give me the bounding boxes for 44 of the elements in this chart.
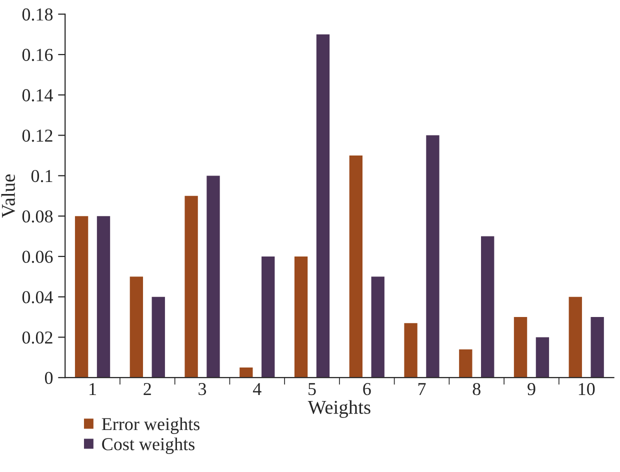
legend-label: Error weights <box>102 418 200 434</box>
bar <box>590 317 604 378</box>
x-tick-label: 2 <box>144 383 151 395</box>
bar <box>262 256 275 378</box>
y-tick-label: 0.04 <box>22 291 54 304</box>
bar <box>96 216 110 378</box>
bar <box>74 216 88 378</box>
y-tick-label: 0 <box>44 372 53 384</box>
y-tick-label: 0.18 <box>22 8 53 21</box>
y-tick-label: 0.06 <box>22 250 53 263</box>
x-tick-label: 10 <box>578 382 595 396</box>
x-tick-label: 9 <box>528 383 536 396</box>
bar <box>481 236 494 378</box>
y-axis-title: Value <box>1 174 16 218</box>
y-tick-label: 0.1 <box>31 170 52 182</box>
x-axis-title: Weights <box>308 400 370 418</box>
bar <box>568 296 582 378</box>
y-tick-label: 0.02 <box>22 331 52 344</box>
y-tick-label: 0.16 <box>22 48 53 62</box>
bar <box>152 296 165 378</box>
bar <box>514 317 528 378</box>
bar <box>206 176 220 378</box>
x-tick-label: 4 <box>252 383 262 395</box>
legend-label: Cost weights <box>102 438 194 454</box>
x-tick-label: 8 <box>472 382 480 396</box>
bar <box>349 156 362 378</box>
bar <box>316 34 330 378</box>
x-tick-label: 7 <box>418 383 426 395</box>
x-tick-label: 5 <box>308 383 316 396</box>
x-tick-label: 6 <box>363 383 371 396</box>
x-tick-label: 3 <box>198 383 206 396</box>
bar <box>130 276 144 378</box>
bar <box>371 276 384 378</box>
y-tick-label: 0.14 <box>22 89 54 102</box>
y-tick-label: 0.12 <box>22 130 52 142</box>
bar <box>240 368 253 378</box>
bar <box>426 135 440 378</box>
bar <box>459 349 472 378</box>
bar <box>536 337 550 378</box>
y-tick-label: 0.08 <box>22 210 53 223</box>
x-tick-label: 1 <box>90 383 96 395</box>
bar <box>294 256 308 378</box>
bar <box>184 196 198 378</box>
bar <box>404 323 418 378</box>
